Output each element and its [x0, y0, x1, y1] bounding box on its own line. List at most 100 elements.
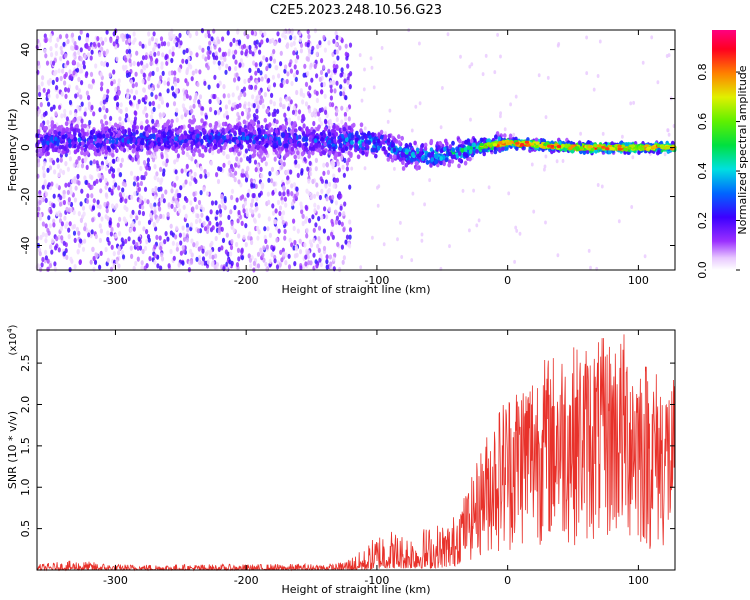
- spectrogram-cell: [263, 31, 267, 37]
- spectrogram-cell: [85, 164, 89, 170]
- spectrogram-cell: [319, 69, 324, 76]
- spectrogram-cell: [132, 60, 136, 66]
- spectrogram-cell: [306, 56, 310, 62]
- spectrogram-cell: [286, 106, 291, 112]
- spectrogram-cell: [329, 80, 333, 86]
- spectrogram-cell: [285, 179, 289, 185]
- spectrogram-cell: [248, 44, 252, 51]
- spectrogram-cell: [279, 249, 283, 255]
- spectrogram-cell: [242, 234, 246, 240]
- spectrogram-cell: [223, 195, 227, 202]
- spectrogram-cell: [280, 199, 284, 205]
- spectrogram-cell: [254, 84, 258, 90]
- spectrogram-cell: [87, 101, 91, 107]
- spectrogram-cell: [49, 209, 53, 215]
- spectrogram-cell: [102, 105, 106, 111]
- spectrogram-cell: [146, 145, 150, 151]
- spectrogram-cell: [221, 61, 225, 67]
- spectrogram-cell: [198, 45, 202, 51]
- spectrogram-cell: [94, 233, 98, 240]
- spectrogram-cell: [296, 228, 300, 234]
- spectrogram-cell: [349, 71, 353, 77]
- spectrogram-cell: [555, 159, 559, 164]
- spectrogram-cell: [260, 173, 264, 179]
- spectrogram-cell: [117, 250, 121, 256]
- spectrogram-cell: [179, 185, 183, 191]
- spectrogram-cell: [259, 99, 263, 106]
- spectrogram-cell: [335, 108, 339, 114]
- spectrogram-cell: [317, 143, 322, 148]
- spectrogram-cell: [466, 145, 471, 151]
- spectrogram-cell: [67, 207, 71, 213]
- spectrogram-cell: [101, 174, 105, 180]
- spectrogram-cell: [106, 257, 110, 263]
- spectrogram-cell: [55, 85, 59, 91]
- spectrogram-cell: [272, 58, 277, 64]
- spectrogram-cell: [306, 42, 310, 48]
- spectrogram-cell: [244, 177, 249, 183]
- spectrogram-cell: [374, 153, 378, 159]
- spectrogram-cell: [249, 75, 253, 81]
- spectrogram-cell: [201, 106, 205, 112]
- spectrogram-cell: [282, 79, 286, 85]
- spectrogram-cell: [430, 157, 435, 162]
- spectrogram-cell: [311, 214, 315, 220]
- spectrogram-cell: [229, 244, 234, 251]
- spectrogram-cell: [46, 266, 50, 272]
- spectrogram-cell: [158, 95, 162, 102]
- spectrogram-cell: [136, 159, 141, 165]
- spectrogram-cell: [380, 46, 384, 50]
- spectrogram-cell: [80, 101, 84, 107]
- spectrogram-cell: [249, 263, 253, 269]
- spectrogram-cell: [67, 197, 71, 203]
- spectrogram-cell: [461, 188, 465, 193]
- spectrogram-cell: [363, 67, 366, 72]
- spectrogram-cell: [74, 185, 78, 191]
- spectrogram-cell: [333, 49, 337, 55]
- spectrogram-cell: [177, 262, 181, 268]
- spectrogram-cell: [248, 49, 252, 55]
- spectrogram-cell: [93, 259, 98, 265]
- spectrogram-cell: [143, 198, 147, 204]
- spectrogram-cell: [305, 227, 309, 233]
- spectrogram-cell: [99, 100, 103, 106]
- spectrogram-cell: [166, 88, 170, 94]
- spectrogram-cell: [319, 121, 323, 127]
- spectrogram-cell: [127, 38, 131, 44]
- spectrogram-cell: [163, 41, 167, 47]
- spectrogram-cell: [130, 88, 134, 94]
- spectrogram-cell: [272, 49, 276, 55]
- spectrogram-cell: [64, 182, 68, 188]
- spectrogram-cell: [423, 202, 426, 207]
- spectrogram-cell: [291, 109, 296, 115]
- spectrogram-cell: [96, 163, 100, 169]
- spectrogram-cell: [298, 238, 302, 244]
- spectrogram-cell: [52, 218, 56, 224]
- spectrogram-cell: [217, 98, 221, 105]
- spectrogram-cell: [71, 141, 75, 147]
- spectrogram-cell: [62, 193, 66, 199]
- spectrogram-cell: [144, 125, 149, 131]
- spectrogram-cell: [341, 147, 345, 153]
- spectrogram-cell: [131, 157, 135, 163]
- spectrogram-cell: [106, 145, 111, 151]
- spectrogram-cell: [289, 68, 293, 74]
- spectrogram-cell: [207, 84, 211, 90]
- spectrogram-cell: [161, 111, 166, 117]
- spectrogram-cell: [137, 220, 141, 226]
- spectrogram-cell: [193, 196, 197, 202]
- spectrogram-cell: [317, 216, 321, 222]
- spectrogram-cell: [62, 240, 66, 246]
- spectrogram-cell: [80, 118, 84, 124]
- spectrogram-cell: [480, 137, 484, 143]
- spectrogram-cell: [132, 239, 136, 245]
- spectrogram-cell: [39, 122, 44, 128]
- spectrogram-cell: [86, 32, 90, 39]
- spectrogram-cell: [283, 196, 287, 202]
- spectrogram-cell: [159, 36, 164, 42]
- spectrogram-cell: [322, 228, 326, 234]
- spectrogram-cell: [117, 90, 121, 96]
- spectrogram-cell: [193, 177, 197, 183]
- spectrogram-cell: [304, 261, 308, 267]
- spectrogram-cell: [446, 32, 450, 37]
